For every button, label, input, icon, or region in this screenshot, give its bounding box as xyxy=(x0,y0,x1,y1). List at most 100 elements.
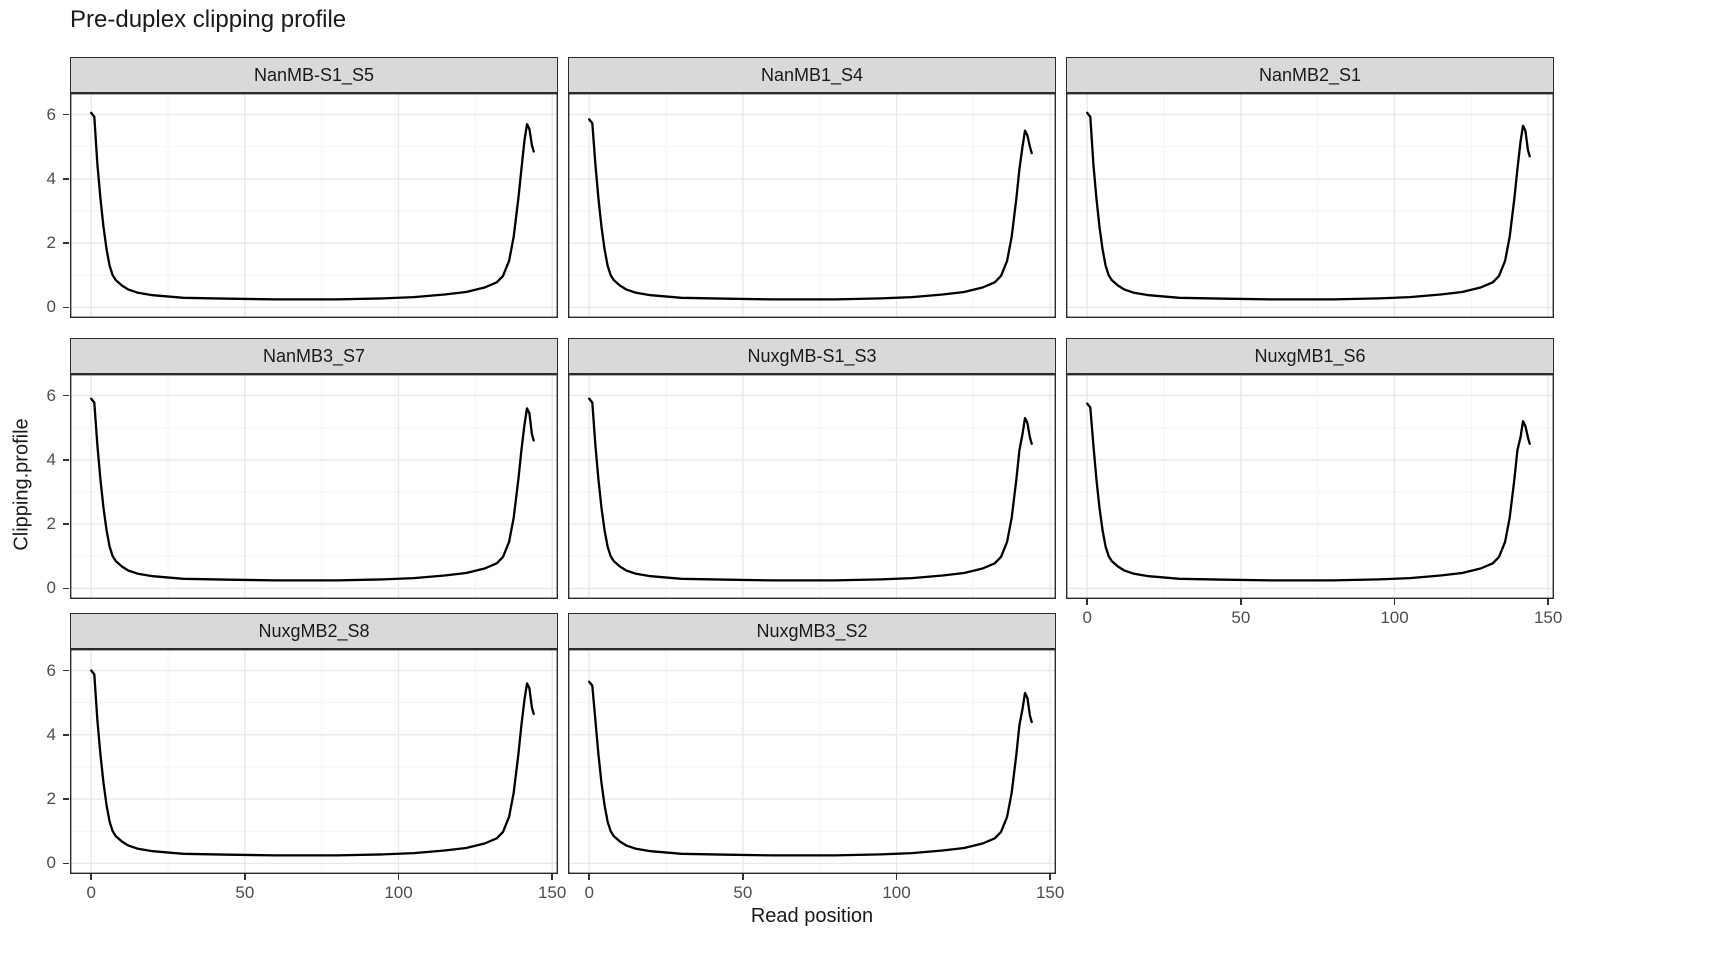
facet-panel xyxy=(69,373,559,600)
facet-strip: NanMB1_S4 xyxy=(568,57,1056,93)
facet-panel-svg xyxy=(1065,373,1555,600)
x-tick-label: 0 xyxy=(86,883,96,902)
y-tick-label: 4 xyxy=(46,168,56,188)
facet-strip-label: NanMB1_S4 xyxy=(760,64,864,85)
facet-panel-svg xyxy=(1065,92,1555,319)
y-tick-label: 6 xyxy=(46,385,56,405)
x-tick-label: 0 xyxy=(1082,608,1092,627)
x-tick-label: 50 xyxy=(1231,608,1251,627)
facet-panel-svg xyxy=(567,373,1057,600)
facet-strip-label: NuxgMB1_S6 xyxy=(1254,345,1366,366)
clipping-curve xyxy=(90,111,535,301)
x-tick-mark xyxy=(1393,599,1396,605)
facet-strip: NanMB-S1_S5 xyxy=(70,57,558,93)
y-tick-label: 4 xyxy=(46,449,56,469)
facet-panel xyxy=(567,92,1057,319)
y-tick-label: 0 xyxy=(46,578,56,598)
clipping-curve xyxy=(588,397,1033,582)
y-tick-label: 2 xyxy=(46,789,56,809)
panel-background xyxy=(70,93,558,318)
facet-strip: NuxgMB1_S6 xyxy=(1066,338,1554,374)
facet-panel-svg xyxy=(69,648,559,875)
y-tick-mark xyxy=(63,306,69,309)
x-tick-label: 100 xyxy=(384,883,413,902)
y-tick-label: 4 xyxy=(46,724,56,744)
panel-background xyxy=(70,649,558,874)
y-tick-mark xyxy=(63,242,69,244)
facet-strip: NuxgMB2_S8 xyxy=(70,613,558,649)
facet-panel-svg xyxy=(69,373,559,600)
x-tick-label: 100 xyxy=(882,883,911,902)
y-tick-mark xyxy=(63,394,69,397)
x-tick-mark xyxy=(244,874,246,880)
y-tick-mark xyxy=(63,669,69,672)
y-tick-mark xyxy=(63,113,69,116)
panel-background xyxy=(568,374,1056,599)
x-tick-label: 50 xyxy=(733,883,753,902)
y-tick-mark xyxy=(63,734,69,736)
y-tick-mark xyxy=(63,862,69,865)
x-tick-mark xyxy=(895,874,898,880)
panel-border xyxy=(567,92,1057,319)
facet-strip: NanMB2_S1 xyxy=(1066,57,1554,93)
clipping-curve xyxy=(588,118,1033,301)
clipping-curve xyxy=(90,397,535,582)
clipping-curve xyxy=(1086,111,1531,301)
facet-strip-label: NuxgMB2_S8 xyxy=(258,620,370,641)
panel-border xyxy=(567,373,1057,600)
x-tick-mark xyxy=(1086,599,1088,605)
facet-strip-label: NanMB-S1_S5 xyxy=(253,64,375,85)
x-tick-mark xyxy=(90,874,92,880)
y-tick-label: 6 xyxy=(46,104,56,124)
y-tick-mark xyxy=(63,178,69,180)
x-tick-label: 50 xyxy=(235,883,255,902)
panel-border xyxy=(567,648,1057,875)
clipping-curve xyxy=(90,669,535,857)
panel-border xyxy=(69,92,559,319)
panel-border xyxy=(1065,92,1555,319)
panel-background xyxy=(1066,374,1554,599)
facet-strip: NuxgMB3_S2 xyxy=(568,613,1056,649)
x-tick-mark xyxy=(397,874,400,880)
panel-border xyxy=(1065,373,1555,600)
x-tick-mark xyxy=(588,874,590,880)
x-tick-label: 150 xyxy=(537,883,567,902)
x-tick-mark xyxy=(742,874,744,880)
panel-border xyxy=(69,648,559,875)
x-tick-mark xyxy=(551,874,553,880)
facet-strip-label: NuxgMB-S1_S3 xyxy=(747,345,877,366)
facet-strip: NanMB3_S7 xyxy=(70,338,558,374)
y-tick-label: 2 xyxy=(46,514,56,534)
clipping-curve xyxy=(588,680,1033,857)
y-tick-mark xyxy=(63,587,69,590)
y-axis-title: Clipping.profile xyxy=(10,418,33,551)
facet-strip-label: NanMB2_S1 xyxy=(1258,64,1362,85)
y-tick-label: 6 xyxy=(46,660,56,680)
y-tick-label: 2 xyxy=(46,233,56,253)
y-tick-mark xyxy=(63,459,69,461)
panel-background xyxy=(568,649,1056,874)
facet-strip: NuxgMB-S1_S3 xyxy=(568,338,1056,374)
facet-panel xyxy=(69,92,559,319)
x-tick-label: 150 xyxy=(1533,608,1563,627)
x-tick-mark xyxy=(1049,874,1051,880)
facet-panel xyxy=(1065,373,1555,600)
panel-background xyxy=(568,93,1056,318)
facet-panel xyxy=(1065,92,1555,319)
x-tick-label: 100 xyxy=(1380,608,1409,627)
clipping-curve xyxy=(1086,402,1531,582)
y-tick-mark xyxy=(63,523,69,525)
plot-title: Pre-duplex clipping profile xyxy=(70,6,347,33)
x-tick-mark xyxy=(1547,599,1549,605)
panel-background xyxy=(1066,93,1554,318)
facet-panel xyxy=(567,373,1057,600)
facet-panel xyxy=(69,648,559,875)
x-tick-mark xyxy=(1240,599,1242,605)
facet-panel-svg xyxy=(567,648,1057,875)
panel-border xyxy=(69,373,559,600)
x-axis-title: Read position xyxy=(750,905,874,927)
y-tick-label: 0 xyxy=(46,297,56,317)
facet-panel xyxy=(567,648,1057,875)
facet-panel-svg xyxy=(567,92,1057,319)
